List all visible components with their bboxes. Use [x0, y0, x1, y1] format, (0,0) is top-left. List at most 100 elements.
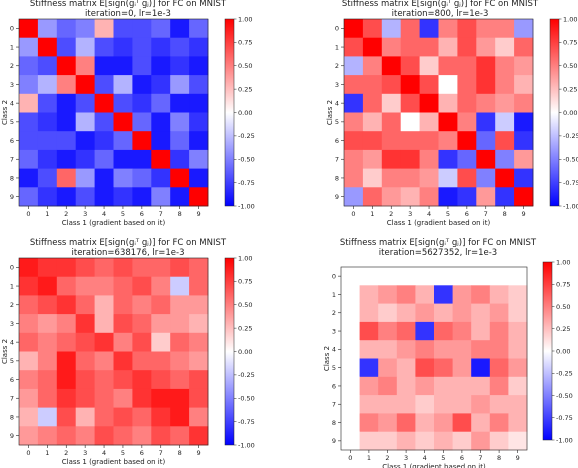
- heatmap-cell: [151, 112, 171, 132]
- x-tick-label: 5: [441, 454, 445, 462]
- plot-frame: [18, 257, 209, 446]
- heatmap-cell: [434, 413, 453, 433]
- heatmap-cell: [495, 75, 515, 95]
- heatmap-cell: [75, 131, 95, 151]
- heatmap-cell: [457, 149, 477, 169]
- heatmap-cell: [132, 332, 152, 352]
- heatmap-cell: [471, 340, 491, 359]
- heatmap-cell: [495, 149, 515, 169]
- heatmap-cell: [19, 426, 39, 446]
- heatmap-cell: [151, 314, 171, 334]
- heatmap-cell: [344, 19, 364, 39]
- heatmap-cell: [151, 258, 171, 278]
- x-tick-label: 3: [404, 454, 408, 462]
- heatmap-cell: [359, 267, 379, 286]
- colorbar-tick-label: 0.00: [238, 109, 252, 117]
- heatmap-cell: [341, 413, 360, 433]
- heatmap-cell: [170, 168, 190, 188]
- heatmap-cell: [19, 295, 39, 315]
- heatmap-cell: [19, 314, 39, 334]
- heatmap-cell: [56, 112, 77, 132]
- heatmap-cell: [341, 285, 360, 304]
- heatmap-cell: [19, 93, 39, 113]
- heatmap-cell: [495, 37, 515, 57]
- heatmap-cell: [151, 149, 171, 169]
- heatmap-cell: [189, 187, 209, 207]
- heatmap-cell: [75, 332, 95, 352]
- x-axis-label: Class 1 (gradient based on it): [387, 219, 491, 227]
- y-tick-label: 4: [10, 338, 14, 346]
- heatmap-cell: [189, 332, 209, 352]
- heatmap-cell: [151, 56, 171, 76]
- heatmap-cell: [452, 285, 472, 304]
- heatmap-cell: [170, 332, 190, 352]
- heatmap-cell: [457, 93, 477, 113]
- colorbar-tick-label: 0.75: [563, 39, 577, 47]
- heatmap-cell: [359, 431, 379, 451]
- heatmap-cell: [132, 388, 152, 408]
- heatmap-cell: [381, 37, 402, 57]
- heatmap-cell: [457, 112, 477, 132]
- heatmap-cell: [434, 267, 453, 286]
- heatmap-cell: [344, 149, 364, 169]
- heatmap-cell: [381, 75, 402, 95]
- x-axis-label: Class 1 (gradient based on it): [382, 463, 486, 468]
- heatmap-cell: [400, 149, 420, 169]
- heatmap-cell: [170, 112, 190, 132]
- heatmap-cell: [489, 321, 509, 341]
- heatmap-cell: [19, 258, 39, 278]
- colorbar-tick-label: -0.50: [563, 156, 578, 164]
- heatmap-cell: [113, 295, 133, 315]
- heatmap-cell: [113, 370, 133, 390]
- heatmap-cell: [56, 388, 77, 408]
- y-axis-label: Class 2: [1, 339, 9, 364]
- colorbar-tick-label: 0.50: [563, 62, 577, 70]
- plot-frame: [343, 18, 534, 207]
- y-tick-label: 7: [10, 156, 14, 164]
- heatmap-panel-1: Stiffness matrix E[sign(gᵢᵀ gⱼ)] for FC …: [1, 0, 255, 227]
- heatmap-cell: [37, 388, 58, 408]
- heatmap-cell: [170, 75, 190, 95]
- colorbar-tick-label: 0.75: [238, 278, 252, 286]
- heatmap-cell: [170, 149, 190, 169]
- heatmap-cell: [415, 376, 435, 396]
- heatmap-cell: [452, 376, 472, 396]
- heatmap-cell: [508, 395, 528, 414]
- y-tick-label: 5: [10, 357, 14, 365]
- heatmap-cell: [396, 413, 416, 433]
- heatmap-cell: [452, 267, 472, 286]
- colorbar-tick-label: 0.00: [563, 109, 577, 117]
- heatmap-cell: [396, 321, 416, 341]
- x-tick-label: 1: [370, 210, 374, 218]
- heatmap-cell: [359, 303, 379, 323]
- heatmap-cell: [113, 19, 133, 39]
- heatmap-cell: [94, 276, 114, 296]
- x-tick-label: 4: [427, 210, 431, 218]
- heatmap-cell: [400, 19, 420, 39]
- heatmap-cell: [189, 19, 209, 39]
- heatmap-cell: [189, 37, 209, 57]
- heatmap-cell: [37, 276, 58, 296]
- x-tick-label: 9: [196, 210, 200, 218]
- heatmap-cell: [452, 413, 472, 433]
- x-tick-label: 2: [385, 454, 389, 462]
- x-axis-label: Class 1 (gradient based on it): [62, 458, 166, 466]
- heatmap-cell: [457, 37, 477, 57]
- heatmap-cell: [396, 285, 416, 304]
- y-tick-label: 7: [10, 395, 14, 403]
- heatmap-cell: [75, 187, 95, 207]
- heatmap-cell: [75, 258, 95, 278]
- y-tick-label: 6: [10, 376, 14, 384]
- heatmap-cell: [415, 321, 435, 341]
- heatmap-cell: [56, 407, 77, 427]
- heatmap-cell: [189, 168, 209, 188]
- y-tick-label: 6: [10, 137, 14, 145]
- y-tick-label: 2: [10, 62, 14, 70]
- heatmap-cell: [419, 112, 439, 132]
- heatmap-cell: [378, 340, 398, 359]
- colorbar-tick-label: -1.00: [238, 202, 255, 210]
- heatmap-cell: [37, 149, 58, 169]
- heatmap-cell: [419, 187, 439, 207]
- heatmap-cell: [189, 93, 209, 113]
